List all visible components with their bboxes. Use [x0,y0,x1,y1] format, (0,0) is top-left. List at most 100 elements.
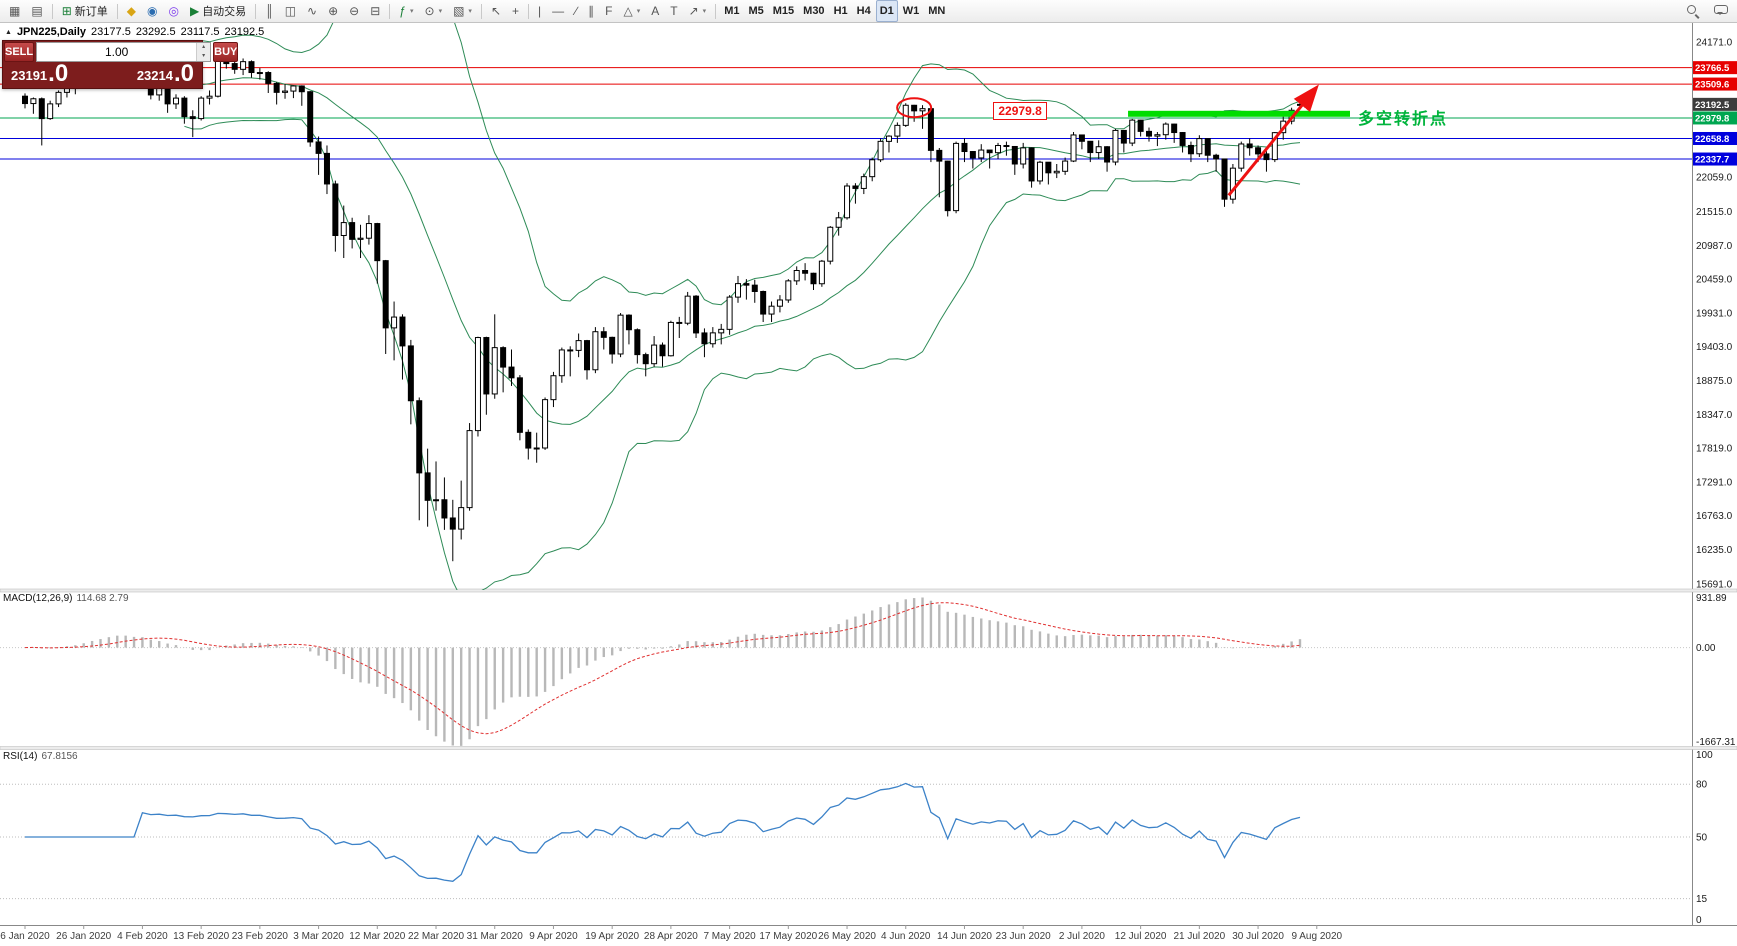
periods-icon[interactable]: ⊙ ▾ [420,0,448,22]
date-axis-label: 7 May 2020 [703,931,756,942]
zoom-out-icon[interactable]: ⊖ [344,0,364,22]
text-label-icon[interactable]: T [665,0,682,22]
crosshair-icon[interactable]: + [507,0,524,22]
zoom-in-icon: ⊕ [328,4,339,18]
date-axis-label: 2 Jul 2020 [1059,931,1106,942]
price-level-badge-text: 22658.8 [1695,134,1729,145]
price-axis-label: 18875.0 [1696,376,1733,387]
timeframe-m5-label: M5 [748,5,764,17]
tile-windows-icon[interactable]: ⊟ [365,0,385,22]
support-icon[interactable]: ◎ [163,0,183,22]
vertical-line-icon: | [538,4,542,18]
date-axis-label: 4 Jun 2020 [881,931,931,942]
price-axis-label: 19931.0 [1696,308,1733,319]
macd-axis-label: 931.89 [1696,593,1727,604]
volume-input[interactable] [37,43,197,61]
peak-circle-annotation[interactable] [896,97,933,119]
text-label-icon: T [670,4,678,18]
search-icon [1686,4,1700,18]
bollinger-bands [184,22,1301,590]
price-level-badge [1693,131,1737,145]
price-axis-label: 19403.0 [1696,342,1733,353]
toolbar-separator [528,3,530,19]
support-icon: ◎ [168,4,179,18]
search-button[interactable] [1681,0,1705,22]
timeframe-w1[interactable]: W1 [899,0,924,22]
timeframe-h1[interactable]: H1 [830,0,852,22]
candlestick-icon[interactable]: ◫ [280,0,301,22]
candlestick-icon: ◫ [284,4,297,18]
line-chart-icon: ∿ [307,4,318,18]
indicators-icon: ƒ [399,4,406,18]
ask-price[interactable]: 23214.0 [137,62,194,86]
price-annotation-label[interactable]: 22979.8 [993,102,1047,121]
new-order-button[interactable]: ⊞ 新订单 [57,0,113,22]
date-axis-label: 26 May 2020 [818,931,876,942]
one-click-collapse-icon[interactable]: ▲ [5,28,12,36]
toolbar-separator [255,3,257,19]
timeframe-m5[interactable]: M5 [744,0,767,22]
timeframe-h4[interactable]: H4 [853,0,875,22]
zoom-in-icon[interactable]: ⊕ [323,0,343,22]
bar-chart-icon[interactable]: ║ [260,0,279,22]
timeframe-h1-label: H1 [833,5,848,17]
dropdown-caret-icon: ▾ [636,8,641,15]
alerts-icon[interactable]: ◆ [122,0,141,22]
cursor-icon[interactable]: ↖ [486,0,506,22]
rsi-indicator [0,782,1692,900]
price-axis-label: 20987.0 [1696,241,1733,252]
date-axis-label: 9 Apr 2020 [529,931,578,942]
volume-up-icon[interactable]: ▴ [197,43,211,52]
arrows-icon[interactable]: ↗ ▾ [684,0,712,22]
timeframe-d1[interactable]: D1 [875,0,898,22]
autotrading-button[interactable]: ▶ 自动交易 [185,0,251,22]
timeframe-m30[interactable]: M30 [799,0,828,22]
timeframe-d1-label: D1 [879,5,894,17]
pane-separator[interactable] [0,746,1737,750]
sell-button[interactable]: SELL [4,42,35,62]
trendline-icon[interactable]: ∕ [570,0,582,22]
shapes-icon[interactable]: △ ▾ [619,0,646,22]
toolbar-separator [480,3,482,19]
bid-price[interactable]: 23191.0 [11,60,69,87]
date-axis-label: 23 Feb 2020 [232,931,289,942]
dropdown-caret-icon: ▾ [468,8,472,15]
vertical-line-icon[interactable]: | [533,0,546,22]
cursor-icon: ↖ [490,4,501,18]
pivot-level-bar[interactable] [1128,110,1350,117]
price-level-badge-text: 22337.7 [1695,155,1729,166]
new-order-icon: ⊞ [61,4,72,18]
text-icon[interactable]: A [646,0,664,22]
trendline-icon: ∕ [575,4,578,18]
indicators-icon[interactable]: ƒ ▾ [394,0,418,22]
pivot-annotation-text[interactable]: 多空转折点 [1358,111,1449,129]
profiles-icon[interactable]: ▤ [26,0,47,22]
buy-button[interactable]: BUY [213,42,239,62]
fibonacci-icon[interactable]: F [600,0,617,22]
volume-down-icon[interactable]: ▾ [197,52,211,61]
equidistant-channel-icon[interactable]: ∥ [583,0,599,22]
date-axis-label: 6 Jan 2020 [0,931,50,942]
horizontal-line-icon[interactable]: — [547,0,569,22]
bid-price-big: .0 [48,60,69,87]
chart-symbol-period: JPN225,Daily [16,26,87,38]
timeframe-m15[interactable]: M15 [769,0,798,22]
timeframe-m1[interactable]: M1 [720,0,743,22]
trend-arrow-annotation[interactable] [1227,84,1319,197]
community-icon[interactable]: ◉ [142,0,162,22]
pane-separator[interactable] [0,588,1737,593]
line-chart-icon[interactable]: ∿ [302,0,322,22]
chat-button[interactable] [1709,0,1733,22]
timeframe-mn[interactable]: MN [924,0,949,22]
rsi-name: RSI(14) [3,751,38,762]
timeframe-mn-label: MN [928,5,946,17]
autotrading-button-label: 自动交易 [202,6,247,18]
price-axis-label: 20459.0 [1696,275,1733,286]
date-axis-label: 26 Jan 2020 [56,931,111,942]
crosshair-icon: + [512,4,520,18]
chart-window-icon: ▦ [9,4,21,18]
chart-window-icon[interactable]: ▦ [4,0,25,22]
templates-icon[interactable]: ▧ ▾ [448,0,477,22]
